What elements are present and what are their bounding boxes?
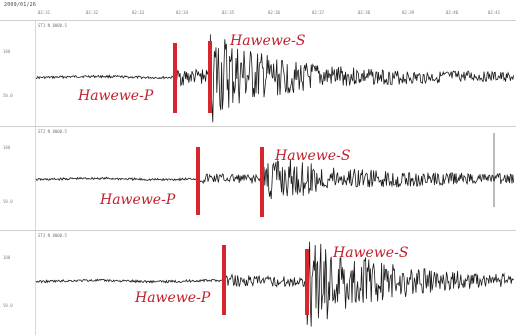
s-wave-label: Hawewe-S <box>230 33 306 49</box>
trace-panel-3[interactable]: ST3 N 8000.5 100 50.0 Hawewe-P Hawewe-S <box>0 231 516 335</box>
s-wave-pick-marker[interactable] <box>305 249 309 315</box>
amplitude-label: 100 <box>3 145 11 150</box>
time-tick: 02:31 <box>38 10 51 15</box>
time-tick: 02:32 <box>86 10 99 15</box>
panel-gutter <box>0 231 36 335</box>
time-tick: 02:35 <box>222 10 235 15</box>
record-date: 2009/01/26 <box>4 2 37 8</box>
waveform-trace <box>35 241 514 327</box>
amplitude-label: 50.0 <box>3 199 13 204</box>
amplitude-label: 50.0 <box>3 93 13 98</box>
trace-panel-1[interactable]: ST1 N 8000.5 100 50.0 Hawewe-P Hawewe-S <box>0 21 516 127</box>
waveform-trace <box>35 34 514 123</box>
s-wave-pick-marker[interactable] <box>208 41 212 113</box>
station-label: ST2 N 8000.5 <box>38 129 67 134</box>
s-wave-label: Hawewe-S <box>275 148 351 164</box>
time-tick: 02:36 <box>268 10 281 15</box>
time-tick: 02:37 <box>312 10 325 15</box>
p-wave-label: Hawewe-P <box>78 88 154 104</box>
panel-gutter <box>0 127 36 230</box>
amplitude-label: 100 <box>3 49 11 54</box>
time-tick: 02:40 <box>446 10 459 15</box>
amplitude-label: 100 <box>3 255 11 260</box>
time-tick: 02:38 <box>358 10 371 15</box>
panel-gutter <box>0 21 36 126</box>
p-wave-pick-marker[interactable] <box>173 43 177 113</box>
trace-panel-2[interactable]: ST2 N 8000.5 100 50.0 Hawewe-P Hawewe-S <box>0 127 516 231</box>
s-wave-pick-marker[interactable] <box>260 147 264 217</box>
time-axis-header: 2009/01/26 02:31 02:32 02:33 02:34 02:35… <box>0 0 516 21</box>
waveform-trace <box>35 133 514 207</box>
station-label: ST1 N 8000.5 <box>38 23 67 28</box>
p-wave-label: Hawewe-P <box>135 290 211 306</box>
time-tick: 02:33 <box>132 10 145 15</box>
time-tick: 02:34 <box>176 10 189 15</box>
p-wave-pick-marker[interactable] <box>196 147 200 215</box>
p-wave-pick-marker[interactable] <box>222 245 226 315</box>
p-wave-label: Hawewe-P <box>100 192 176 208</box>
time-tick: 02:39 <box>402 10 415 15</box>
time-tick: 02:41 <box>488 10 501 15</box>
amplitude-label: 50.0 <box>3 303 13 308</box>
station-label: ST3 N 8000.5 <box>38 233 67 238</box>
s-wave-label: Hawewe-S <box>333 245 409 261</box>
